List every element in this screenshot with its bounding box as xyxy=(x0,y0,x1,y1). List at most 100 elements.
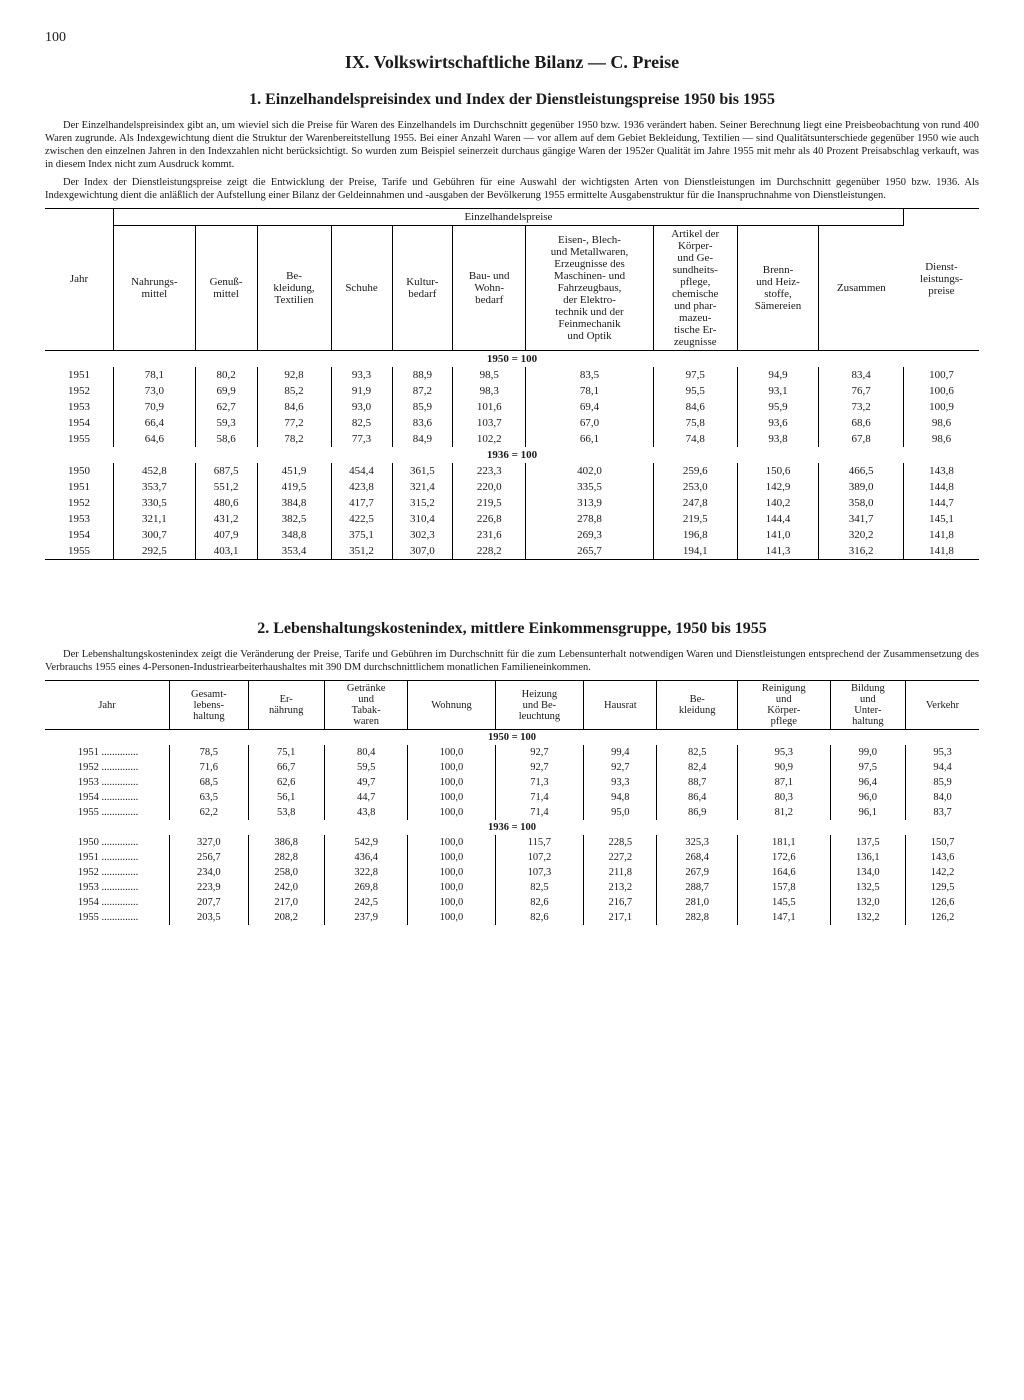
cell: 436,4 xyxy=(324,850,408,865)
cell: 62,2 xyxy=(170,805,248,820)
cell: 94,4 xyxy=(906,760,979,775)
cell: 98,6 xyxy=(903,431,979,447)
cell: 86,9 xyxy=(657,805,737,820)
cell: 1954 xyxy=(45,415,114,431)
cell: 66,1 xyxy=(526,431,654,447)
cell: 80,3 xyxy=(737,790,830,805)
table-2: JahrGesamt-lebens-haltungEr-nährungGeträ… xyxy=(45,680,979,925)
cell: 82,5 xyxy=(495,880,584,895)
cell: 98,6 xyxy=(903,415,979,431)
table-row: 1953 ..............68,562,649,7100,071,3… xyxy=(45,775,979,790)
col-header: Zusammen xyxy=(819,225,904,350)
table-row: 1954 ..............63,556,144,7100,071,4… xyxy=(45,790,979,805)
cell: 84,0 xyxy=(906,790,979,805)
cell: 315,2 xyxy=(392,495,453,511)
cell: 181,1 xyxy=(737,835,830,850)
cell: 403,1 xyxy=(195,543,257,560)
cell: 1950 xyxy=(45,463,114,479)
cell: 1953 .............. xyxy=(45,880,170,895)
cell: 211,8 xyxy=(584,865,657,880)
col-header: Eisen-, Blech-und Metallwaren,Erzeugniss… xyxy=(526,225,654,350)
cell: 92,7 xyxy=(584,760,657,775)
cell: 73,0 xyxy=(114,383,196,399)
cell: 84,6 xyxy=(257,399,331,415)
cell: 322,8 xyxy=(324,865,408,880)
cell: 282,8 xyxy=(248,850,324,865)
col-header: Jahr xyxy=(45,681,170,730)
cell: 141,3 xyxy=(737,543,819,560)
table-row: 1950452,8687,5451,9454,4361,5223,3402,02… xyxy=(45,463,979,479)
cell: 94,9 xyxy=(737,367,819,383)
cell: 86,4 xyxy=(657,790,737,805)
cell: 68,5 xyxy=(170,775,248,790)
cell: 234,0 xyxy=(170,865,248,880)
cell: 142,9 xyxy=(737,479,819,495)
cell: 129,5 xyxy=(906,880,979,895)
cell: 237,9 xyxy=(324,910,408,925)
cell: 85,2 xyxy=(257,383,331,399)
cell: 1951 xyxy=(45,479,114,495)
subsection-1-title: 1. Einzelhandelspreisindex und Index der… xyxy=(45,91,979,109)
group-header: Einzelhandelspreise xyxy=(114,208,904,225)
cell: 253,0 xyxy=(653,479,737,495)
base-year-2: 1936 = 100 xyxy=(45,820,979,835)
cell: 402,0 xyxy=(526,463,654,479)
intro-paragraph-1a: Der Einzelhandelspreisindex gibt an, um … xyxy=(45,119,979,172)
cell: 144,4 xyxy=(737,511,819,527)
cell: 102,2 xyxy=(453,431,526,447)
cell: 44,7 xyxy=(324,790,408,805)
cell: 69,4 xyxy=(526,399,654,415)
cell: 292,5 xyxy=(114,543,196,560)
cell: 76,7 xyxy=(819,383,904,399)
cell: 242,0 xyxy=(248,880,324,895)
cell: 100,0 xyxy=(408,910,495,925)
cell: 466,5 xyxy=(819,463,904,479)
cell: 300,7 xyxy=(114,527,196,543)
cell: 157,8 xyxy=(737,880,830,895)
cell: 93,0 xyxy=(331,399,392,415)
cell: 84,6 xyxy=(653,399,737,415)
cell: 358,0 xyxy=(819,495,904,511)
cell: 100,0 xyxy=(408,835,495,850)
cell: 95,5 xyxy=(653,383,737,399)
cell: 361,5 xyxy=(392,463,453,479)
cell: 422,5 xyxy=(331,511,392,527)
cell: 78,1 xyxy=(526,383,654,399)
cell: 98,3 xyxy=(453,383,526,399)
cell: 223,3 xyxy=(453,463,526,479)
cell: 67,8 xyxy=(819,431,904,447)
table-row: 1953 ..............223,9242,0269,8100,08… xyxy=(45,880,979,895)
cell: 92,7 xyxy=(495,760,584,775)
cell: 423,8 xyxy=(331,479,392,495)
cell: 140,2 xyxy=(737,495,819,511)
cell: 325,3 xyxy=(657,835,737,850)
cell: 81,2 xyxy=(737,805,830,820)
table-row: 1952 ..............234,0258,0322,8100,01… xyxy=(45,865,979,880)
cell: 196,8 xyxy=(653,527,737,543)
col-header: Be-kleidung xyxy=(657,681,737,730)
cell: 82,5 xyxy=(657,745,737,760)
cell: 100,7 xyxy=(903,367,979,383)
cell: 126,6 xyxy=(906,895,979,910)
cell: 1955 xyxy=(45,431,114,447)
cell: 278,8 xyxy=(526,511,654,527)
cell: 49,7 xyxy=(324,775,408,790)
cell: 281,0 xyxy=(657,895,737,910)
cell: 145,1 xyxy=(903,511,979,527)
table-row: 195273,069,985,291,987,298,378,195,593,1… xyxy=(45,383,979,399)
table-row: 1950 ..............327,0386,8542,9100,01… xyxy=(45,835,979,850)
cell: 213,2 xyxy=(584,880,657,895)
table-row: 195466,459,377,282,583,6103,767,075,893,… xyxy=(45,415,979,431)
cell: 302,3 xyxy=(392,527,453,543)
col-header: Be-kleidung,Textilien xyxy=(257,225,331,350)
cell: 83,7 xyxy=(906,805,979,820)
cell: 100,0 xyxy=(408,775,495,790)
cell: 93,8 xyxy=(737,431,819,447)
cell: 78,2 xyxy=(257,431,331,447)
cell: 132,0 xyxy=(830,895,905,910)
base-year-1: 1950 = 100 xyxy=(45,730,979,746)
table-row: 1951353,7551,2419,5423,8321,4220,0335,52… xyxy=(45,479,979,495)
col-header: Artikel derKörper-und Ge-sundheits-pfleg… xyxy=(653,225,737,350)
cell: 335,5 xyxy=(526,479,654,495)
cell: 71,6 xyxy=(170,760,248,775)
